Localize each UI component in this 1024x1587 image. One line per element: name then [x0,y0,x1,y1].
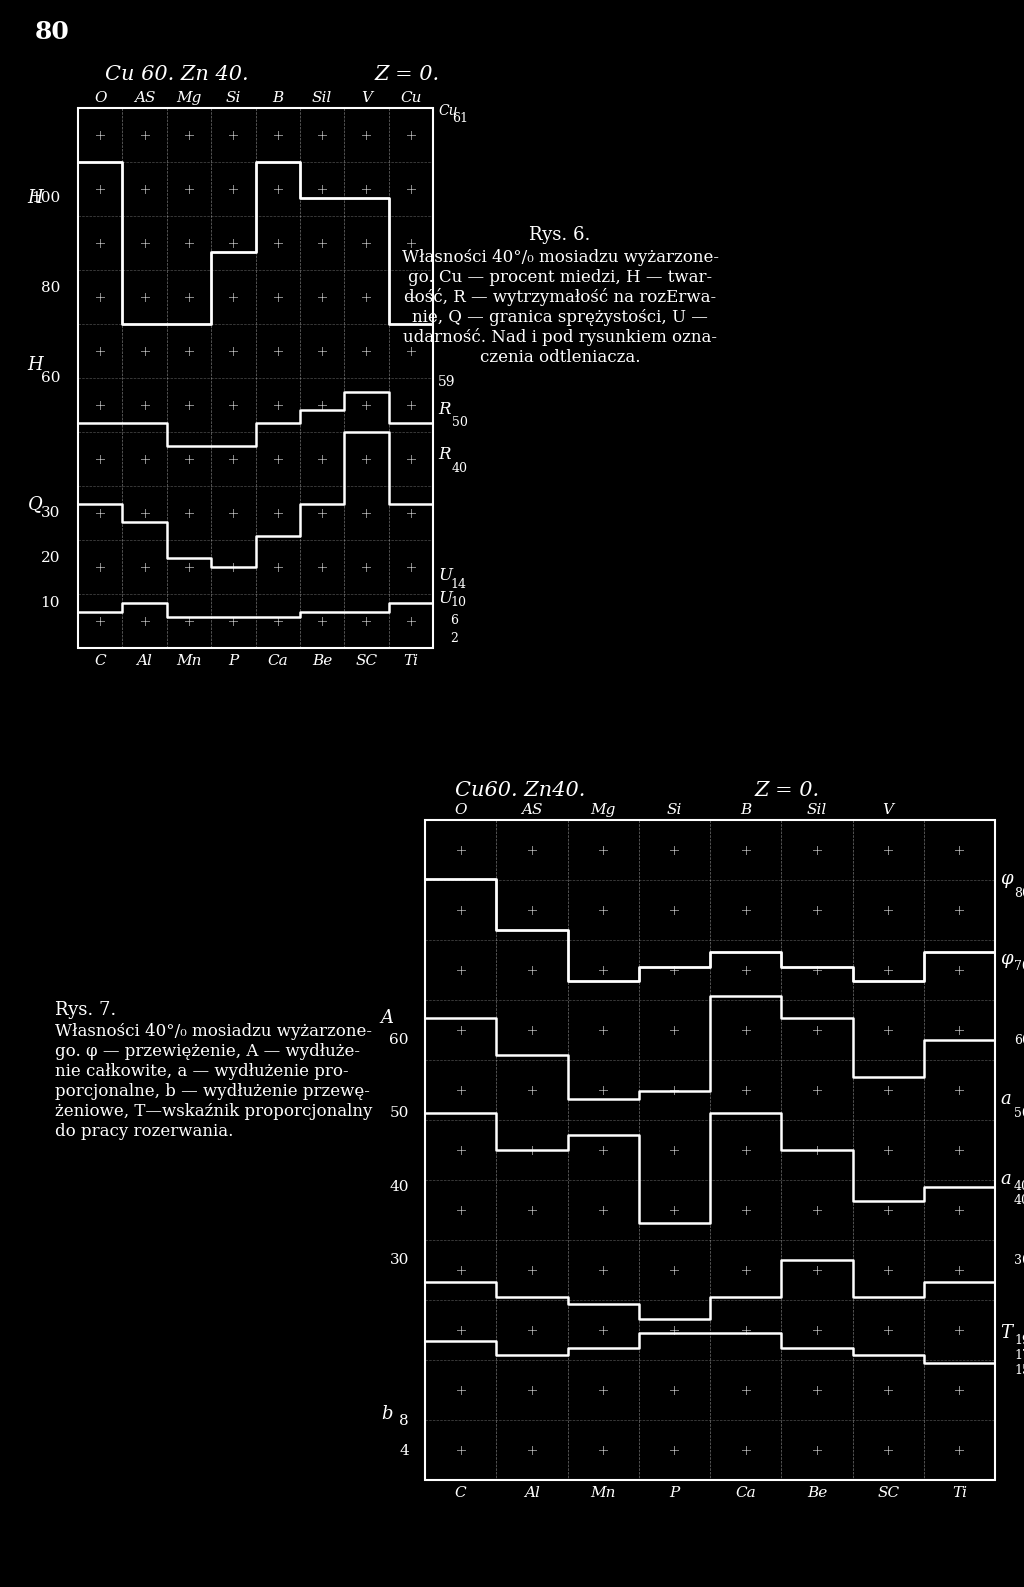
Text: Al: Al [136,654,153,668]
Text: Własności 40°/₀ mosiadzu wyżarzone-: Własności 40°/₀ mosiadzu wyżarzone- [401,249,719,265]
Text: 30: 30 [389,1254,409,1266]
Text: U: U [438,590,452,606]
Text: Ti: Ti [952,1485,967,1500]
Text: C: C [94,654,106,668]
Text: B: B [740,803,752,817]
Text: H: H [28,355,43,373]
Text: 30: 30 [1014,1254,1024,1266]
Text: nie całkowite, a — wydłużenie pro-: nie całkowite, a — wydłużenie pro- [55,1063,348,1081]
Text: 10: 10 [450,597,466,609]
Text: Si: Si [667,803,682,817]
Text: Z = 0.: Z = 0. [755,781,820,800]
Text: Mn: Mn [176,654,202,668]
Text: Rys. 6.: Rys. 6. [529,225,591,244]
Text: Ti: Ti [403,654,419,668]
Text: Mg: Mg [591,803,615,817]
Text: 61: 61 [452,111,468,124]
Text: Cu 60. Zn 40.: Cu 60. Zn 40. [105,65,249,84]
Text: 50: 50 [452,416,468,430]
Text: a: a [1000,1090,1011,1108]
Text: Własności 40°/₀ mosiadzu wyżarzone-: Własności 40°/₀ mosiadzu wyżarzone- [55,1024,372,1041]
Text: 8: 8 [399,1414,409,1428]
Text: R: R [438,402,451,417]
Text: 70: 70 [1014,960,1024,973]
Text: AS: AS [134,90,156,105]
Text: φ: φ [1000,951,1013,968]
Text: udarność. Nad i pod rysunkiem ozna-: udarność. Nad i pod rysunkiem ozna- [403,329,717,346]
Text: Al: Al [524,1485,540,1500]
Text: O: O [455,803,467,817]
Text: 80: 80 [1014,887,1024,900]
Text: B: B [272,90,284,105]
Text: Cu60. Zn40.: Cu60. Zn40. [455,781,586,800]
Text: Sil: Sil [312,90,332,105]
Text: 14: 14 [450,579,466,592]
Text: nie, Q — granica sprężystości, U —: nie, Q — granica sprężystości, U — [412,308,708,325]
Text: 80: 80 [41,281,60,295]
Text: 17: 17 [1014,1349,1024,1362]
Text: 60: 60 [1014,1033,1024,1046]
Text: V: V [883,803,894,817]
Text: 15: 15 [1014,1363,1024,1376]
Text: 40: 40 [452,462,468,475]
Text: Mg: Mg [176,90,202,105]
Text: Cu: Cu [400,90,422,105]
Text: AS: AS [521,803,543,817]
Text: go. Cu — procent miedzi, H — twar-: go. Cu — procent miedzi, H — twar- [408,268,712,286]
Text: 60: 60 [389,1033,409,1047]
Text: 59: 59 [438,376,456,389]
Text: 40: 40 [389,1179,409,1193]
Text: 2: 2 [450,633,458,646]
Text: O: O [94,90,106,105]
Text: porcjonalne, b — wydłużenie przewę-: porcjonalne, b — wydłużenie przewę- [55,1084,370,1100]
Text: R: R [438,446,451,463]
Text: 10: 10 [41,597,60,609]
Text: Be: Be [807,1485,827,1500]
Text: go. φ — przewiężenie, A — wydłuże-: go. φ — przewiężenie, A — wydłuże- [55,1044,360,1060]
Text: Z = 0.: Z = 0. [375,65,440,84]
Text: Q: Q [29,495,43,513]
Text: 40: 40 [1014,1181,1024,1193]
Text: Si: Si [225,90,241,105]
Text: 30: 30 [41,506,60,521]
Text: Mn: Mn [591,1485,615,1500]
Text: 50: 50 [389,1106,409,1120]
Text: U: U [438,568,452,584]
Text: φ: φ [1000,870,1013,887]
Text: 20: 20 [41,551,60,565]
Text: 19: 19 [1014,1335,1024,1347]
Text: Sil: Sil [807,803,827,817]
Text: 100: 100 [31,190,60,205]
Text: b: b [382,1404,393,1424]
Text: 50: 50 [1014,1106,1024,1120]
Text: do pracy rozerwania.: do pracy rozerwania. [55,1124,233,1141]
Text: C: C [455,1485,467,1500]
Text: SC: SC [355,654,378,668]
Text: P: P [228,654,239,668]
Text: Cu: Cu [438,105,458,117]
Text: czenia odtleniacza.: czenia odtleniacza. [480,349,640,365]
Text: SC: SC [878,1485,899,1500]
Text: H: H [28,189,43,206]
Text: 60: 60 [41,371,60,386]
Text: Ca: Ca [267,654,288,668]
Text: 80: 80 [35,21,70,44]
Text: Be: Be [312,654,332,668]
Text: Ca: Ca [735,1485,756,1500]
Bar [425,820,995,1481]
Text: V: V [360,90,372,105]
Text: żeniowe, T—wskaźnik proporcjonalny: żeniowe, T—wskaźnik proporcjonalny [55,1103,373,1120]
Text: a: a [1000,1170,1011,1189]
Text: T: T [1000,1324,1012,1343]
Text: 6: 6 [450,614,458,627]
Text: dość, R — wytrzymałość na rozErwa-: dość, R — wytrzymałość na rozErwa- [403,287,716,306]
Text: 40: 40 [1014,1193,1024,1208]
Text: A: A [380,1009,393,1027]
Text: 4: 4 [399,1444,409,1458]
Bar [78,108,433,647]
Text: Rys. 7.: Rys. 7. [55,1001,117,1019]
Text: P: P [670,1485,680,1500]
